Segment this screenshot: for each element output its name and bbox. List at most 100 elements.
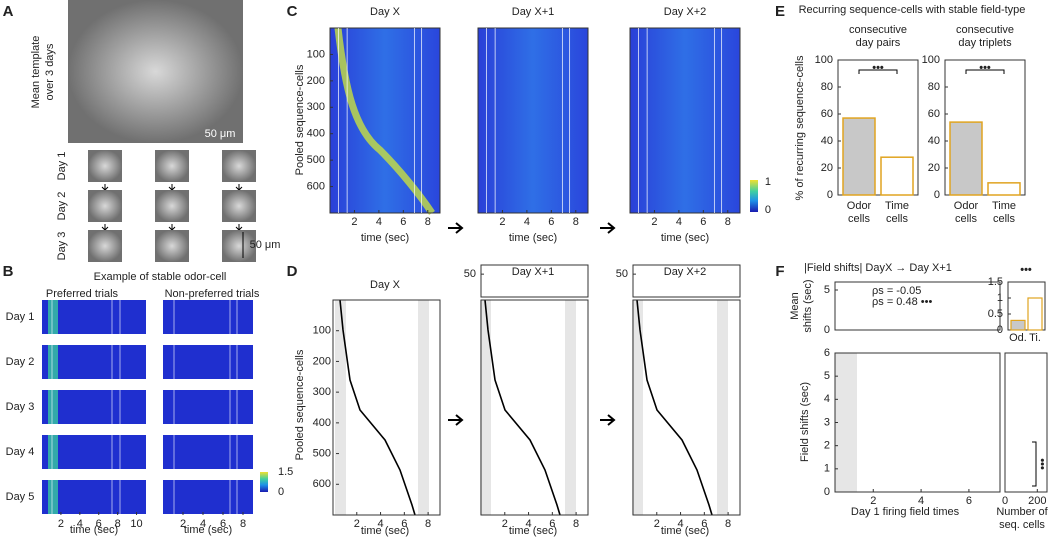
significance: •••	[979, 62, 991, 74]
axes-box	[837, 59, 919, 196]
y-axis-label: % of recurring sequence-cells	[794, 55, 806, 200]
x-tick-label: 2	[654, 518, 660, 530]
x-tick-label: 4	[377, 518, 383, 530]
x-tick-label: 8	[425, 216, 431, 228]
subtitle: consecutive	[956, 24, 1014, 36]
x-tick-label: cells	[886, 213, 909, 225]
subtitle: day pairs	[856, 37, 901, 49]
panel-letter: E	[775, 3, 785, 20]
y-tick-label: 20	[928, 162, 940, 174]
response	[48, 480, 58, 514]
axis-label: over 3 days	[44, 43, 56, 100]
heatmap	[42, 345, 146, 379]
bar	[1010, 319, 1026, 331]
x-axis-label: time (sec)	[509, 232, 557, 244]
template-image	[68, 0, 243, 143]
heatmap	[42, 390, 146, 424]
y-tick-label: 50	[616, 268, 628, 280]
y-tick-label: 1	[765, 176, 771, 188]
subtitle: day triplets	[958, 37, 1012, 49]
x-tick-label: 6	[549, 518, 555, 530]
panel-title: Day X+2	[664, 6, 707, 18]
bar	[949, 121, 983, 196]
arrow	[168, 224, 176, 231]
day-label: Day 5	[6, 491, 35, 503]
y-tick-label: 0	[824, 486, 830, 498]
x-tick-label: 8	[573, 518, 579, 530]
y-tick-label: 40	[821, 135, 833, 147]
panel-title: |Field shifts| DayX → Day X+1	[804, 262, 952, 274]
subtitle: consecutive	[849, 24, 907, 36]
x-tick-label: 8	[425, 518, 431, 530]
x-tick-label: 6	[966, 495, 972, 507]
arrow	[101, 224, 109, 231]
x-tick-label: 4	[524, 216, 530, 228]
x-tick-label: 2	[180, 518, 186, 530]
tile	[222, 230, 256, 262]
y-tick-label: 0	[827, 189, 833, 201]
axes-box	[1007, 281, 1046, 331]
day-label: Day 2	[6, 356, 35, 368]
scalebar-label: 50 μm	[205, 128, 236, 140]
x-axis-label: seq. cells	[999, 519, 1045, 531]
day-label: Day 2	[56, 192, 68, 221]
y-tick-label: 1	[824, 463, 830, 475]
panel-title: Day X+2	[664, 266, 707, 278]
x-tick-label: 6	[548, 216, 554, 228]
arrows	[448, 222, 616, 426]
x-tick-label: 2	[354, 518, 360, 530]
tile-grid	[88, 150, 256, 262]
y-tick-label: 200	[307, 75, 325, 87]
axes-box	[629, 27, 741, 214]
heatmap	[42, 480, 146, 514]
panel-title: Recurring sequence-cells with stable fie…	[799, 4, 1026, 16]
heatmap	[330, 28, 440, 213]
axes-box	[834, 352, 1001, 493]
bar	[1027, 297, 1043, 331]
x-tick-label: 0	[1002, 495, 1008, 507]
heatmap	[42, 435, 146, 469]
x-tick-label: 4	[676, 216, 682, 228]
colorbar	[260, 472, 268, 492]
panel-title: Example of stable odor-cell	[94, 271, 227, 283]
x-axis-label: time (sec)	[70, 524, 118, 536]
x-tick-label: 4	[376, 216, 382, 228]
y-tick-label: 60	[821, 108, 833, 120]
day-label: Day 1	[56, 152, 68, 181]
y-tick-label: 100	[307, 48, 325, 60]
y-tick-label: 600	[313, 478, 331, 490]
response	[48, 390, 58, 424]
panel-title: Day X	[370, 279, 401, 291]
x-tick-label: 2	[58, 518, 64, 530]
y-tick-label: 0	[824, 324, 830, 336]
x-tick-label: Od.	[1009, 332, 1027, 344]
panel-letter: D	[287, 263, 298, 280]
y-tick-label: 400	[313, 417, 331, 429]
panel-title: Day X+1	[512, 266, 555, 278]
y-tick-label: 5	[824, 370, 830, 382]
panel-title: Day X+1	[512, 6, 555, 18]
y-tick-label: 6	[824, 347, 830, 359]
x-tick-label: 6	[220, 518, 226, 530]
x-tick-label: 8	[725, 216, 731, 228]
x-tick-label: 8	[115, 518, 121, 530]
arrow	[235, 224, 243, 231]
x-tick-label: 10	[130, 518, 142, 530]
x-axis-label: time (sec)	[661, 525, 709, 537]
x-axis-label: time (sec)	[661, 232, 709, 244]
y-tick-label: 0	[278, 486, 284, 498]
x-tick-label: Ti.	[1029, 332, 1041, 344]
y-tick-label: 4	[824, 393, 830, 405]
heatmap	[163, 300, 253, 334]
y-tick-label: 0	[934, 189, 940, 201]
axes-box	[480, 299, 589, 516]
x-tick-label: 4	[918, 495, 924, 507]
y-tick-label: 0	[997, 324, 1003, 336]
bracket	[1032, 441, 1037, 487]
x-tick-label: 2	[502, 518, 508, 530]
axes-box	[1004, 352, 1048, 493]
tile	[222, 150, 256, 182]
response	[48, 345, 58, 379]
tile	[155, 150, 189, 182]
